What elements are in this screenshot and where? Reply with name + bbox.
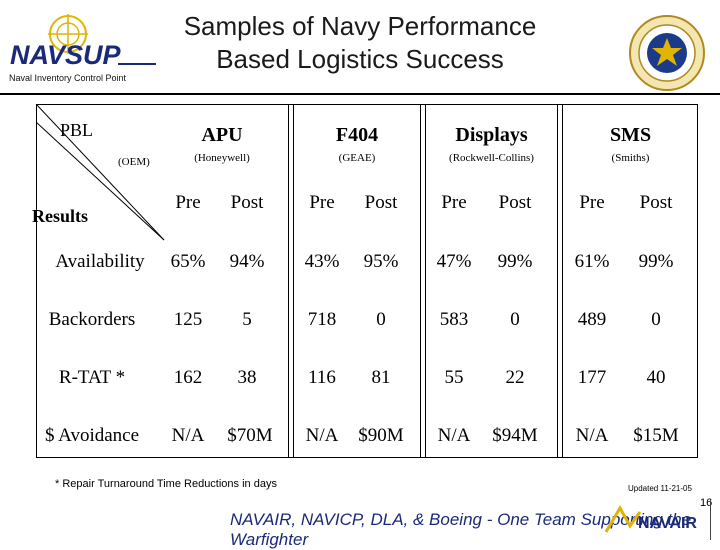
column-separator <box>288 104 294 458</box>
table-cell: 583 <box>439 309 469 330</box>
header-rule <box>0 93 720 95</box>
table-cell: 65% <box>170 251 206 272</box>
footnote: * Repair Turnaround Time Reductions in d… <box>55 478 277 490</box>
table-cell: 718 <box>307 309 337 330</box>
group-sub-sms: (Smiths) <box>611 152 650 164</box>
table-cell: 99% <box>638 251 674 272</box>
row-label-avoidance: $ Avoidance <box>44 425 140 446</box>
table-cell: 0 <box>510 309 520 330</box>
table-cell: 0 <box>651 309 661 330</box>
table-cell: 125 <box>173 309 203 330</box>
table-cell: 40 <box>646 367 666 388</box>
column-separator <box>557 104 563 458</box>
corner-label-results: Results <box>32 206 89 226</box>
group-sub-apu: (Honeywell) <box>194 152 250 164</box>
post-header: Post <box>639 192 673 213</box>
navsup-logo: NAVSUP <box>10 14 156 70</box>
navsup-subtitle: Naval Inventory Control Point <box>9 73 127 83</box>
table-cell: 55 <box>444 367 464 388</box>
table-cell: 177 <box>577 367 607 388</box>
table-cell: N/A <box>437 425 471 446</box>
table-cell: 22 <box>505 367 525 388</box>
table-cell: 94% <box>229 251 265 272</box>
table-cell: $90M <box>358 425 404 446</box>
row-label-backorders: Backorders <box>48 309 136 330</box>
group-header-sms: SMS <box>609 124 652 146</box>
table-cell: 116 <box>308 367 336 388</box>
table-cell: 162 <box>173 367 203 388</box>
table-cell: 47% <box>436 251 472 272</box>
group-sub-f404: (GEAE) <box>338 152 376 164</box>
seal-emblem <box>629 15 705 91</box>
table-cell: N/A <box>171 425 205 446</box>
footer-rule <box>710 500 711 540</box>
table-cell: 0 <box>376 309 386 330</box>
table-cell: 43% <box>304 251 340 272</box>
row-label-availability: Availability <box>55 251 145 272</box>
table-cell: $70M <box>227 425 273 446</box>
post-header: Post <box>498 192 532 213</box>
table-cell: 5 <box>242 309 252 330</box>
table-cell: $15M <box>633 425 679 446</box>
table-cell: $94M <box>492 425 538 446</box>
navair-logo: NAVAIR <box>604 504 697 533</box>
column-separator <box>420 104 426 458</box>
table-cell: N/A <box>305 425 339 446</box>
updated-date: Updated 11-21-05 <box>628 484 692 493</box>
table-cell: 38 <box>237 367 257 388</box>
pre-header: Pre <box>579 192 605 213</box>
group-sub-displays: (Rockwell-Collins) <box>449 152 534 164</box>
results-table <box>36 104 698 458</box>
post-header: Post <box>230 192 264 213</box>
table-cell: N/A <box>575 425 609 446</box>
group-header-f404: F404 <box>335 124 379 146</box>
table-cell: 61% <box>574 251 610 272</box>
table-cell: 81 <box>371 367 391 388</box>
pre-header: Pre <box>175 192 201 213</box>
table-cell: 489 <box>577 309 607 330</box>
header-diagonal-lines <box>36 104 165 241</box>
table-cell: 99% <box>497 251 533 272</box>
corner-label-oem: (OEM) <box>118 156 150 168</box>
pre-header: Pre <box>309 192 335 213</box>
group-header-displays: Displays <box>455 124 528 146</box>
group-header-apu: APU <box>201 124 243 146</box>
navair-logo-text: NAVAIR <box>638 515 697 532</box>
page-number: 16 <box>700 497 713 509</box>
row-label-rtat: R-TAT * <box>58 367 126 388</box>
slide-title: Samples of Navy Performance Based Logist… <box>183 11 537 74</box>
pre-header: Pre <box>441 192 467 213</box>
corner-label-pbl: PBL <box>60 120 94 140</box>
post-header: Post <box>364 192 398 213</box>
table-cell: 95% <box>363 251 399 272</box>
navsup-logo-text: NAVSUP <box>10 40 122 70</box>
